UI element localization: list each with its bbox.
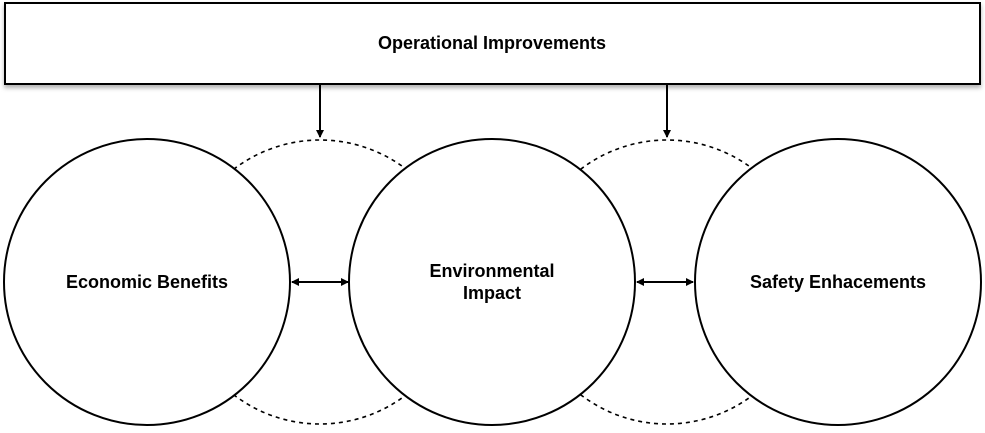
economic-circle <box>3 138 291 426</box>
economic-label: Economic Benefits <box>65 272 229 292</box>
safety-circle <box>694 138 982 426</box>
safety-label: Safety Enhacements <box>749 272 927 292</box>
environmental-circle <box>348 138 636 426</box>
header-label: Operational Improvements <box>377 33 607 53</box>
environmental-label: Environmental Impact <box>429 261 555 303</box>
header-box <box>4 2 981 85</box>
